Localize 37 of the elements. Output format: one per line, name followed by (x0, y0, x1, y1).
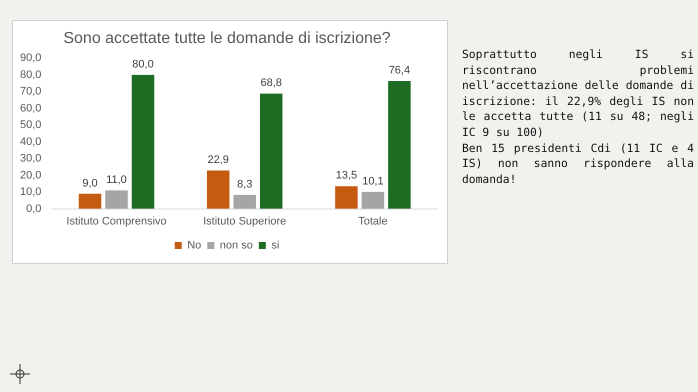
data-label: 9,0 (82, 177, 98, 190)
bar (362, 192, 384, 209)
y-tick-label: 30,0 (20, 152, 42, 165)
bar (335, 186, 358, 209)
x-tick-label: Totale (358, 215, 388, 228)
data-label: 8,3 (237, 178, 252, 190)
bar (260, 94, 282, 209)
y-tick-label: 80,0 (20, 68, 42, 81)
y-tick-label: 40,0 (20, 136, 42, 148)
bar (105, 190, 128, 209)
data-label: 22,9 (208, 154, 229, 166)
legend-label: No (187, 240, 202, 252)
y-tick-label: 70,0 (20, 86, 42, 98)
bar (233, 194, 256, 209)
y-tick-label: 90,0 (20, 52, 42, 64)
y-tick-label: 20,0 (20, 169, 42, 182)
text: Soprattutto negli IS si riscontrano problemi nell’accettazione delle domande di iscrizione: il 22,9% degli IS non le accetta tutte (11 su 48; negli IC 9 su 100) (462, 47, 694, 141)
chart-title: Sono accettate tutte le domande di iscrizione? (63, 30, 391, 48)
data-label: 10,1 (362, 175, 384, 188)
bar (206, 170, 230, 209)
y-tick-label: 60,0 (20, 102, 42, 114)
data-label: 76,4 (388, 64, 410, 76)
y-tick-label: 0,0 (26, 202, 42, 215)
data-label: 13,5 (336, 170, 358, 182)
data-label: 11,0 (106, 174, 127, 186)
legend-label: si (271, 240, 280, 252)
y-tick-label: 10,0 (20, 186, 42, 198)
bar (132, 74, 154, 209)
text: Ben 15 presidenti Cdi (11 IC e 4 IS) non sanno rispondere alla domanda! (462, 140, 694, 188)
data-label: 80,0 (132, 58, 154, 70)
x-tick-label: Istituto Superiore (203, 215, 286, 228)
y-tick-label: 50,0 (20, 119, 42, 132)
bar (388, 80, 411, 209)
x-tick-label: Istituto Comprensivo (66, 215, 167, 228)
legend-label: non so (220, 240, 253, 252)
data-label: 68,8 (260, 77, 282, 90)
bar (78, 194, 102, 209)
